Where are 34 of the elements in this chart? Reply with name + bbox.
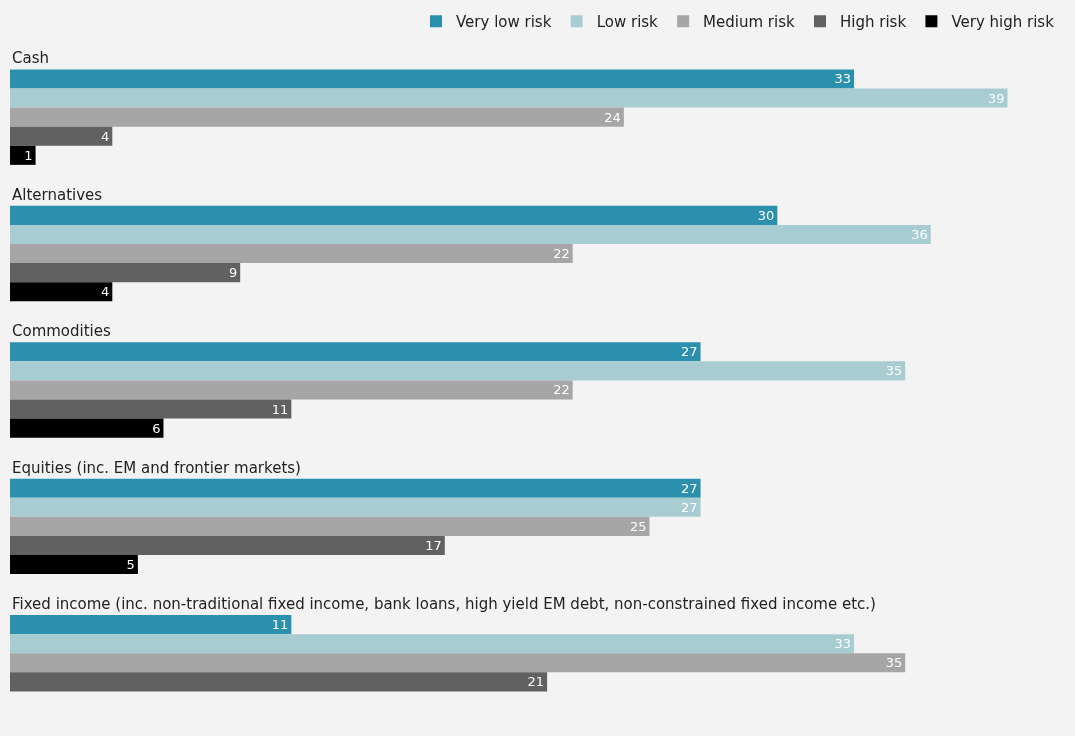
data-label: 33 bbox=[834, 636, 852, 652]
data-label: 24 bbox=[604, 109, 621, 125]
data-label: 4 bbox=[101, 128, 110, 144]
data-label: 21 bbox=[527, 674, 545, 690]
legend-label: High risk bbox=[840, 13, 907, 32]
data-label: 27 bbox=[681, 480, 698, 496]
data-label: 27 bbox=[681, 344, 698, 360]
data-label: 5 bbox=[126, 557, 135, 573]
y-tick-label: Fixed income (inc. non-traditional fixed income, bank loans, high yield EM debt, non-constrained fixed income etc.) bbox=[12, 595, 876, 613]
data-label: 30 bbox=[757, 207, 775, 223]
data-label: 4 bbox=[101, 284, 110, 300]
y-tick-label: Cash bbox=[12, 49, 49, 67]
legend-label: Medium risk bbox=[703, 13, 796, 32]
data-label: 9 bbox=[228, 265, 238, 281]
legend-label: Very low risk bbox=[456, 13, 552, 32]
y-tick-label: Commodities bbox=[12, 322, 112, 340]
data-label: 11 bbox=[271, 617, 289, 633]
data-label: 1 bbox=[24, 147, 33, 163]
data-label: 39 bbox=[987, 90, 1005, 106]
data-label: 22 bbox=[553, 382, 570, 398]
legend-label: Low risk bbox=[596, 13, 659, 32]
data-label: 22 bbox=[553, 246, 570, 262]
data-label: 6 bbox=[152, 420, 161, 436]
data-label: 11 bbox=[271, 401, 289, 417]
data-label: 35 bbox=[885, 363, 903, 379]
y-tick-label: Equities (inc. EM and frontier markets) bbox=[12, 459, 301, 477]
data-label: 27 bbox=[681, 499, 698, 515]
data-label: 36 bbox=[911, 226, 928, 242]
data-label: 17 bbox=[425, 537, 442, 553]
legend-label: Very high risk bbox=[951, 13, 1055, 32]
data-label: 33 bbox=[834, 71, 852, 87]
data-label: 35 bbox=[885, 655, 903, 671]
data-label: 25 bbox=[629, 518, 647, 534]
y-tick-label: Alternatives bbox=[12, 186, 103, 204]
